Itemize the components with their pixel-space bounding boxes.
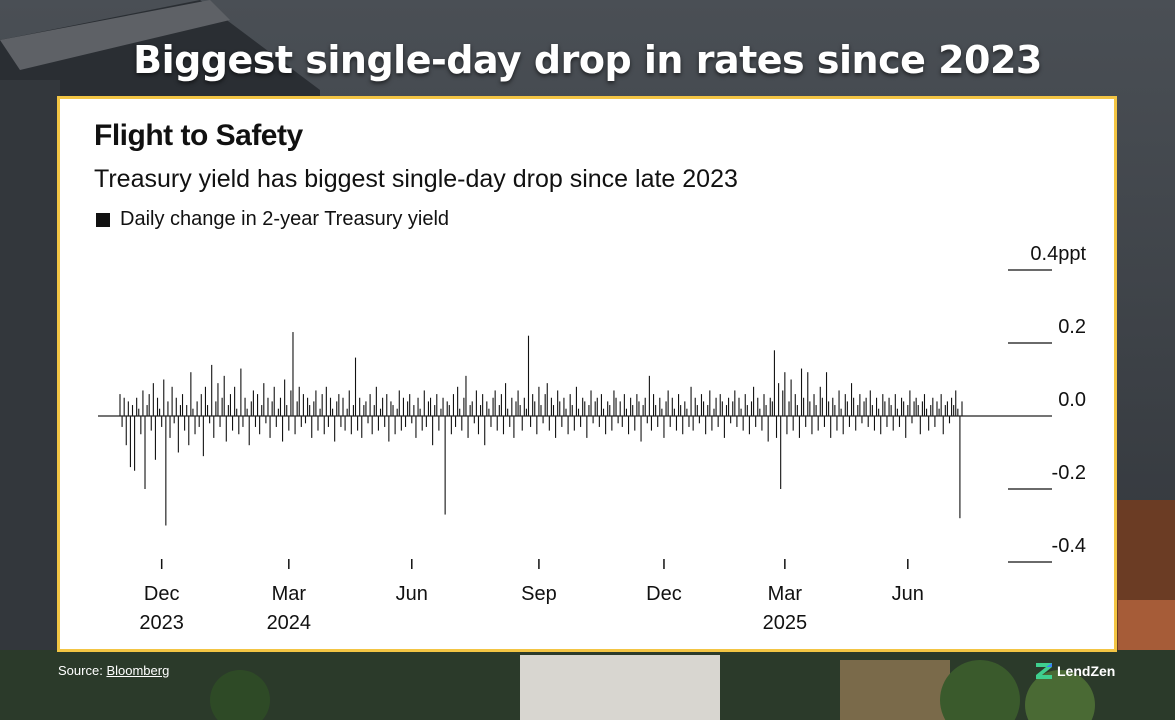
brand-name: LendZen xyxy=(1057,663,1116,679)
source-note: Source: Bloomberg xyxy=(58,663,169,678)
x-tick-year: 2023 xyxy=(139,612,184,634)
y-tick-label: 0.2 xyxy=(1058,316,1086,338)
y-tick-label: 0.4ppt xyxy=(1030,243,1086,265)
x-tick-label: Mar xyxy=(768,583,803,605)
x-tick-label: Jun xyxy=(396,583,428,605)
brand-logo: LendZen xyxy=(1036,663,1115,679)
y-tick-label: 0.0 xyxy=(1058,389,1086,411)
source-link[interactable]: Bloomberg xyxy=(106,663,170,678)
legend-label: Daily change in 2-year Treasury yield xyxy=(120,208,450,230)
chart-card: Flight to Safety Treasury yield has bigg… xyxy=(57,96,1117,652)
x-tick-label: Dec xyxy=(646,583,682,605)
x-tick-year: 2024 xyxy=(267,612,312,634)
chart-title: Flight to Safety xyxy=(94,119,303,152)
source-label: Source: xyxy=(58,663,103,678)
legend: Daily change in 2-year Treasury yield xyxy=(96,208,449,231)
x-tick-year: 2025 xyxy=(763,612,808,634)
y-tick-label: -0.2 xyxy=(1052,462,1086,484)
chart-subtitle: Treasury yield has biggest single-day dr… xyxy=(94,165,738,193)
x-tick-label: Mar xyxy=(272,583,307,605)
y-tick-label: -0.4 xyxy=(1052,535,1086,557)
x-tick-label: Dec xyxy=(144,583,180,605)
headline: Biggest single-day drop in rates since 2… xyxy=(133,38,1042,82)
lendzen-icon xyxy=(1036,663,1052,679)
x-tick-label: Jun xyxy=(892,583,924,605)
legend-swatch xyxy=(96,212,110,227)
x-tick-label: Sep xyxy=(521,583,557,605)
bar-chart: 0.4ppt 0.2 0.0 -0.2 -0.4 Dec 2023 Mar 2024 Jun Sep… xyxy=(98,243,1086,634)
